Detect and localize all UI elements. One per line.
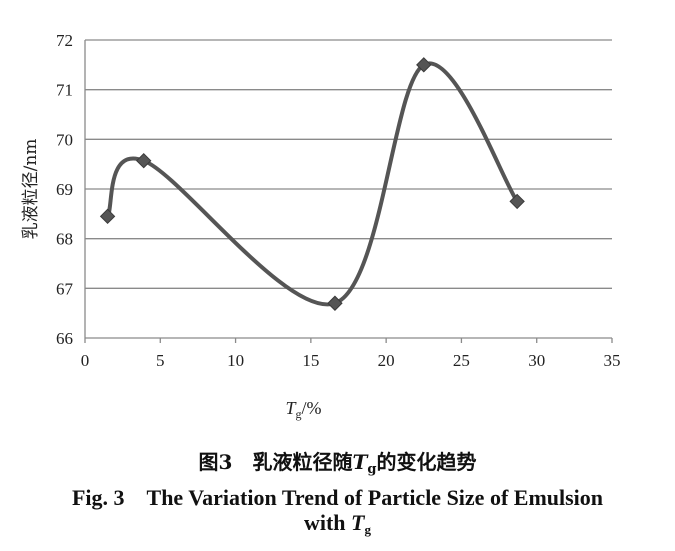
y-tick-label-72: 72 (56, 31, 73, 50)
caption-en-sub: g (364, 522, 372, 537)
data-point-0 (99, 208, 116, 225)
caption-english-line1: Fig. 3 The Variation Trend of Particle S… (71, 485, 604, 510)
caption-zh-sub: g (367, 462, 377, 477)
y-tick-labels: 66 67 68 69 70 71 72 (56, 31, 74, 348)
x-tick-label-0: 0 (81, 351, 90, 370)
caption-zh-prefix: 图3 乳液粒径随 (198, 450, 353, 474)
x-tick-label-15: 15 (302, 351, 319, 370)
caption-english-line2: with Tg (0, 510, 675, 538)
data-point-4 (509, 193, 525, 210)
y-tick-label-66: 66 (56, 329, 73, 348)
caption-en-var: T (351, 510, 365, 535)
y-tick-label-68: 68 (56, 230, 73, 249)
data-markers (99, 57, 525, 311)
x-tick-label-20: 20 (378, 351, 395, 370)
data-point-3 (416, 57, 432, 73)
caption-zh-suffix: 的变化趋势 (376, 450, 477, 474)
x-tick-label-10: 10 (227, 351, 244, 370)
y-tick-label-67: 67 (56, 279, 74, 298)
x-axis-label: Tg/% (285, 398, 321, 421)
y-axis-label: 乳液粒径/nm (21, 139, 41, 240)
x-axis-label-var: T (285, 398, 297, 418)
data-point-1 (136, 152, 152, 169)
x-axis-label-sub: g (296, 407, 302, 421)
series-line (105, 61, 520, 307)
data-point-2 (327, 295, 343, 311)
caption-chinese: 图3 乳液粒径随Tg的变化趋势 (0, 446, 675, 477)
x-tick-label-30: 30 (528, 351, 545, 370)
x-tick-labels: 0 5 10 15 20 25 30 35 (81, 351, 621, 370)
axes (84, 40, 613, 343)
y-tick-label-71: 71 (56, 81, 73, 100)
caption-zh-var: T (352, 450, 368, 474)
grid-lines (85, 39, 612, 339)
chart: 66 67 68 69 70 71 72 0 5 10 15 20 25 30 35 乳液粒径/nm Tg… (21, 31, 621, 421)
caption-en-prefix: with (303, 510, 352, 535)
y-tick-label-69: 69 (56, 180, 73, 199)
x-axis-label-unit: /% (302, 398, 322, 418)
y-tick-label-70: 70 (56, 130, 73, 149)
x-tick-label-25: 25 (453, 351, 470, 370)
x-tick-label-35: 35 (604, 351, 621, 370)
x-tick-label-5: 5 (156, 351, 165, 370)
